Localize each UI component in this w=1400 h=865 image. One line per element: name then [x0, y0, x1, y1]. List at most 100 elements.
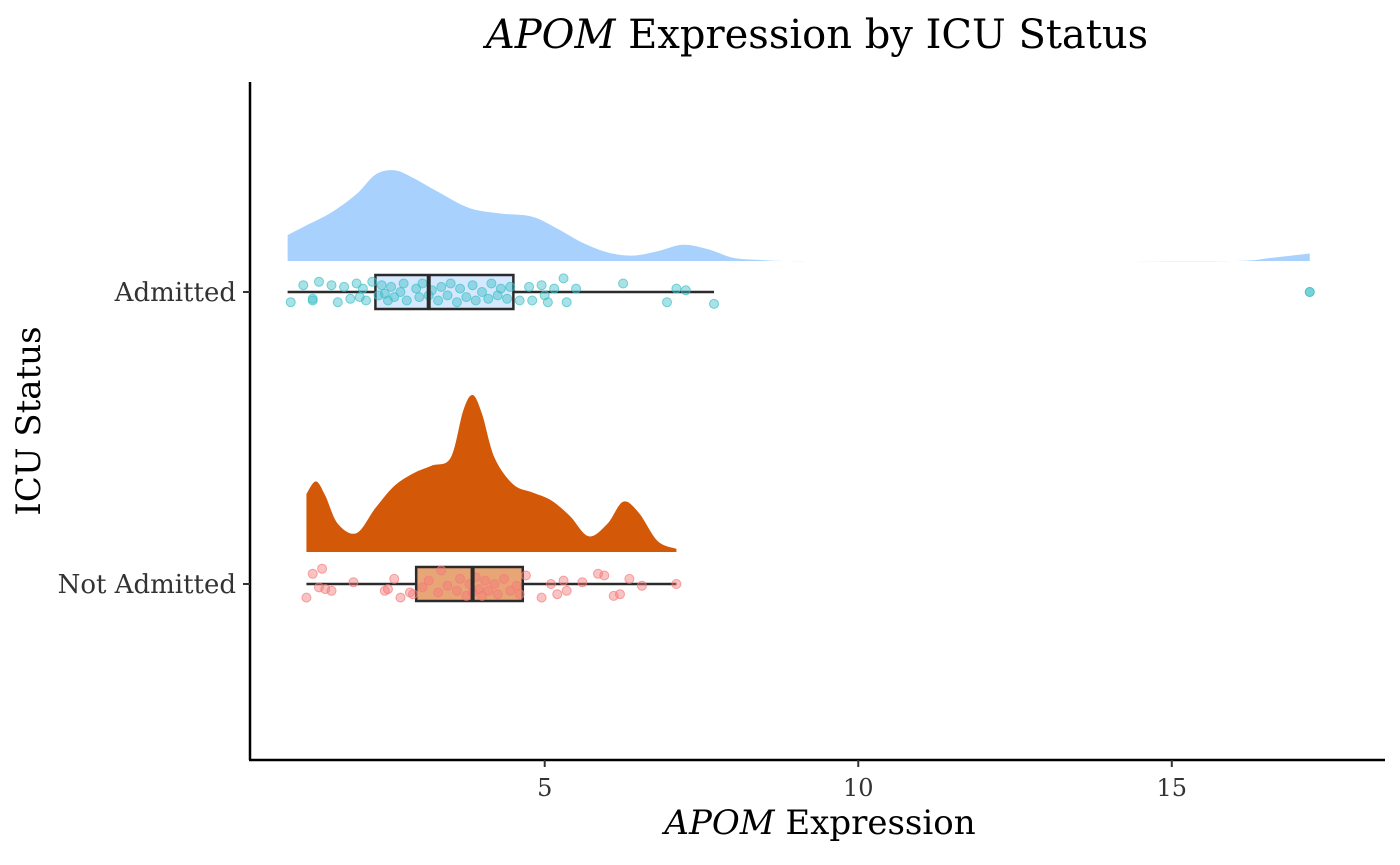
x-axis-ticks: 5 10 15: [537, 760, 1187, 802]
point-not-admitted-18: [451, 585, 462, 596]
x-tick-label-15: 15: [1157, 774, 1188, 802]
chart-title-gene: APOM: [482, 12, 617, 58]
point-admitted-32: [451, 297, 462, 308]
x-axis-title: APOM Expression: [661, 803, 975, 843]
point-admitted-33: [455, 283, 466, 294]
point-admitted-15: [376, 280, 387, 291]
point-not-admitted-35: [536, 592, 547, 603]
point-not-admitted-10: [395, 592, 406, 603]
point-admitted-21: [398, 278, 409, 289]
point-admitted-28: [433, 295, 444, 306]
point-admitted-57: [680, 285, 691, 296]
point-admitted-12: [361, 295, 372, 306]
point-admitted-37: [477, 287, 488, 297]
point-admitted-6: [332, 297, 343, 308]
y-axis-ticks: Admitted Not Admitted: [58, 278, 250, 600]
point-admitted-35: [467, 280, 478, 291]
point-not-admitted-42: [599, 570, 610, 581]
y-tick-label-not-admitted: Not Admitted: [58, 570, 236, 600]
point-admitted-25: [417, 278, 428, 289]
point-admitted-1: [298, 280, 309, 291]
point-admitted-29: [436, 281, 447, 292]
point-not-admitted-29: [492, 589, 503, 600]
point-admitted-4: [307, 293, 318, 304]
point-not-admitted-46: [636, 580, 647, 591]
point-admitted-56: [671, 283, 682, 294]
point-admitted-31: [445, 278, 456, 289]
point-not-admitted-44: [614, 589, 625, 600]
outlier-admitted-0: [1304, 287, 1315, 297]
point-not-admitted-34: [520, 570, 531, 581]
y-axis-title: ICU Status: [9, 326, 49, 515]
point-admitted-58: [709, 298, 720, 309]
x-tick-label-10: 10: [843, 774, 874, 802]
box-not-admitted: [414, 565, 525, 603]
point-admitted-11: [357, 283, 368, 294]
point-admitted-20: [395, 287, 406, 297]
x-axis-title-gene: APOM: [661, 803, 775, 843]
point-admitted-46: [527, 295, 538, 306]
point-not-admitted-40: [577, 577, 588, 588]
point-admitted-18: [386, 281, 397, 292]
point-not-admitted-1: [307, 568, 318, 579]
point-admitted-52: [561, 297, 572, 308]
point-not-admitted-27: [483, 585, 494, 596]
point-admitted-39: [486, 278, 497, 289]
point-not-admitted-45: [624, 573, 635, 584]
point-not-admitted-16: [436, 565, 447, 576]
point-admitted-43: [505, 281, 516, 292]
point-admitted-30: [442, 290, 453, 301]
point-not-admitted-8: [382, 584, 393, 595]
point-admitted-0: [285, 297, 296, 308]
x-tick-label-5: 5: [537, 774, 552, 802]
point-not-admitted-37: [552, 589, 563, 600]
point-admitted-54: [618, 278, 629, 289]
point-not-admitted-14: [423, 575, 434, 586]
point-not-admitted-9: [389, 573, 400, 584]
point-admitted-42: [502, 293, 513, 304]
point-not-admitted-5: [326, 585, 337, 596]
point-admitted-55: [662, 297, 673, 308]
x-axis-title-rest: Expression: [775, 803, 976, 843]
point-admitted-7: [339, 281, 350, 292]
point-admitted-53: [571, 283, 582, 294]
density-not-admitted: [306, 394, 677, 552]
point-admitted-34: [461, 292, 472, 303]
point-not-admitted-13: [417, 582, 428, 593]
point-not-admitted-3: [317, 563, 328, 574]
point-admitted-36: [470, 295, 481, 306]
point-not-admitted-19: [455, 573, 466, 584]
density-admitted: [287, 170, 1310, 262]
point-admitted-24: [414, 292, 425, 303]
point-not-admitted-6: [348, 577, 359, 588]
point-admitted-8: [345, 293, 356, 304]
point-not-admitted-0: [301, 592, 312, 603]
point-admitted-41: [495, 283, 506, 294]
group-admitted: [285, 170, 1315, 311]
point-admitted-49: [542, 297, 553, 308]
point-admitted-38: [483, 293, 494, 304]
chart-title-rest: Expression by ICU Status: [615, 12, 1148, 58]
group-not-admitted: [301, 394, 682, 603]
point-admitted-47: [536, 280, 547, 291]
point-admitted-5: [326, 280, 337, 291]
point-not-admitted-26: [480, 575, 491, 586]
plot-area: [285, 170, 1315, 603]
point-admitted-45: [524, 281, 535, 292]
point-admitted-13: [367, 276, 378, 287]
point-not-admitted-12: [408, 589, 419, 600]
point-not-admitted-30: [498, 573, 509, 584]
point-not-admitted-38: [558, 575, 569, 586]
point-not-admitted-47: [671, 579, 682, 589]
point-not-admitted-32: [511, 580, 522, 591]
point-not-admitted-36: [545, 579, 556, 589]
point-admitted-22: [401, 295, 412, 306]
point-admitted-44: [514, 295, 525, 306]
chart-title: APOM Expression by ICU Status: [482, 12, 1148, 58]
point-not-admitted-17: [442, 580, 453, 591]
y-tick-label-admitted: Admitted: [114, 278, 236, 308]
point-not-admitted-33: [514, 589, 525, 600]
point-not-admitted-39: [561, 585, 572, 596]
point-admitted-51: [558, 273, 569, 284]
